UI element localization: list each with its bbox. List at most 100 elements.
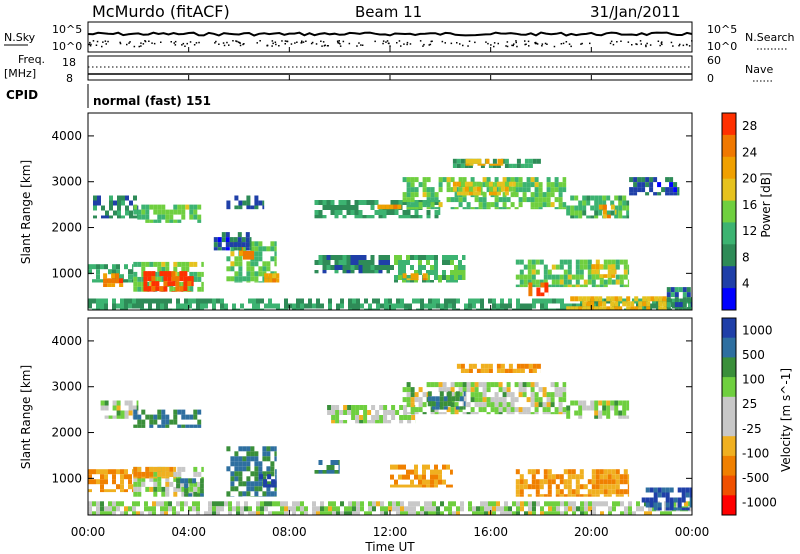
heatmap-cell (188, 298, 192, 304)
heatmap-cell (201, 466, 204, 472)
heatmap-cell (626, 400, 630, 406)
noise-search-dot (422, 45, 424, 47)
heatmap-cell (432, 511, 436, 515)
heatmap-cell (562, 202, 567, 208)
heatmap-cell (579, 494, 584, 497)
heatmap-cell (653, 507, 658, 511)
heatmap-cell (238, 200, 243, 206)
heatmap-cell (627, 269, 630, 275)
heatmap-cell (510, 192, 515, 198)
heatmap-cell (470, 392, 475, 398)
heatmap-cell (180, 501, 184, 507)
heatmap-cell (348, 298, 352, 304)
heatmap-cell (554, 392, 559, 398)
noise-search-dot (535, 42, 538, 45)
heatmap-cell (390, 210, 395, 215)
heatmap-cell (258, 200, 263, 206)
heatmap-cell (169, 209, 174, 215)
heatmap-cell (343, 420, 348, 424)
heatmap-cell (558, 192, 563, 198)
heatmap-cell (360, 303, 364, 309)
heatmap-cell (92, 469, 96, 475)
noise-search-dot (429, 43, 432, 46)
heatmap-cell (226, 205, 231, 210)
heatmap-cell (153, 481, 158, 487)
heatmap-cell (376, 501, 380, 507)
heatmap-cell (234, 281, 239, 283)
heatmap-cell (468, 501, 472, 507)
heatmap-cell (342, 215, 347, 219)
heatmap-cell (418, 397, 423, 403)
heatmap-cell (184, 308, 188, 310)
heatmap-cell (189, 214, 194, 220)
heatmap-cell (670, 287, 675, 293)
heatmap-cell (107, 278, 112, 284)
heatmap-cell (181, 486, 186, 492)
heatmap-cell (348, 303, 352, 309)
heatmap-cell (394, 479, 398, 485)
heatmap-cell (238, 456, 243, 462)
noise-search-dot (358, 42, 360, 44)
heatmap-cell (623, 264, 628, 270)
noise-left-tick-high: 10^5 (52, 23, 82, 36)
heatmap-cell (362, 260, 367, 265)
heatmap-cell (578, 200, 583, 206)
heatmap-cell (494, 412, 499, 415)
heatmap-cell (636, 506, 640, 512)
heatmap-cell (434, 275, 438, 280)
heatmap-cell (322, 215, 327, 219)
heatmap-cell (173, 286, 178, 292)
heatmap-cell (119, 283, 124, 287)
heatmap-cell (272, 303, 276, 309)
noise-search-dot (524, 40, 526, 42)
heatmap-cell (622, 301, 627, 307)
heatmap-cell (458, 197, 463, 203)
heatmap-cell (562, 387, 567, 393)
heatmap-cell (418, 484, 422, 488)
heatmap-cell (531, 469, 536, 475)
heatmap-cell (326, 260, 331, 265)
heatmap-cell (580, 303, 584, 309)
heatmap-cell (611, 484, 616, 490)
heatmap-cell (334, 210, 339, 215)
heatmap-cell (595, 259, 600, 265)
heatmap-cell (412, 298, 416, 304)
heatmap-cell (546, 402, 551, 408)
heatmap-cell (368, 506, 372, 512)
heatmap-cell (446, 464, 450, 470)
heatmap-cell (370, 270, 375, 274)
colorbar-tick-label: 28 (742, 119, 757, 133)
heatmap-cell (402, 215, 407, 219)
y-tick-label: 3000 (51, 380, 82, 394)
heatmap-cell (153, 219, 158, 223)
heatmap-cell (213, 247, 218, 251)
heatmap-cell (468, 303, 472, 309)
heatmap-cell (149, 261, 154, 267)
heatmap-cell (398, 464, 402, 470)
heatmap-cell (624, 511, 628, 515)
heatmap-cell (567, 284, 572, 288)
heatmap-cell (612, 501, 616, 507)
heatmap-cell (574, 205, 579, 211)
heatmap-cell (458, 202, 463, 208)
heatmap-cell (658, 301, 663, 307)
heatmap-cell (414, 412, 419, 415)
heatmap-cell (408, 308, 412, 310)
heatmap-cell (670, 302, 675, 308)
heatmap-cell (351, 410, 356, 415)
heatmap-cell (226, 276, 231, 282)
noise-search-dot (235, 40, 237, 42)
heatmap-cell (392, 303, 396, 309)
heatmap-cell (603, 484, 608, 490)
heatmap-cell (543, 474, 548, 480)
heatmap-cell (351, 415, 356, 420)
heatmap-cell (422, 280, 426, 283)
noise-search-dot (300, 42, 302, 44)
heatmap-cell (678, 307, 683, 310)
heatmap-cell (250, 271, 255, 277)
heatmap-cell (502, 407, 507, 413)
heatmap-cell (148, 308, 152, 310)
heatmap-cell (120, 474, 124, 480)
heatmap-cell (440, 511, 444, 515)
heatmap-cell (600, 501, 604, 507)
